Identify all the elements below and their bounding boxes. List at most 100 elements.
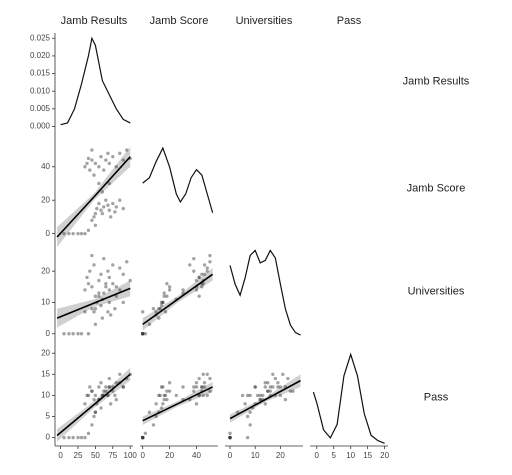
point: [104, 385, 108, 389]
point: [90, 158, 94, 162]
point: [109, 313, 113, 317]
point: [140, 435, 145, 440]
point: [71, 435, 75, 440]
point: [154, 414, 158, 419]
point: [248, 410, 252, 414]
point: [92, 310, 96, 314]
point: [106, 203, 110, 207]
point: [93, 322, 98, 327]
row-label: Universities: [408, 285, 465, 297]
point: [104, 158, 108, 162]
x-tick-label: 50: [91, 451, 100, 460]
point: [93, 393, 98, 398]
point: [83, 402, 87, 406]
point: [107, 161, 112, 166]
regression-line: [229, 379, 301, 420]
point: [276, 385, 280, 389]
point: [102, 291, 106, 295]
point: [99, 272, 103, 276]
x-tick-label: 5: [332, 451, 337, 460]
y-tick-label: 10: [41, 391, 50, 400]
point: [93, 307, 98, 311]
point: [167, 389, 172, 393]
point: [79, 332, 84, 336]
point: [71, 332, 75, 336]
point: [165, 397, 169, 402]
y-tick-label: 0.010: [30, 86, 51, 95]
point: [79, 231, 84, 236]
x-tick-label: 100: [124, 451, 138, 460]
x-tick-label: 10: [251, 451, 260, 460]
point: [162, 393, 166, 398]
point: [83, 165, 87, 169]
point: [107, 300, 112, 305]
column-header: Jamb Score: [150, 15, 209, 27]
point: [106, 310, 110, 314]
point: [248, 423, 252, 427]
point: [174, 393, 179, 398]
point: [93, 161, 98, 166]
point: [157, 307, 161, 311]
point: [205, 266, 209, 270]
point: [253, 385, 257, 389]
point: [266, 381, 270, 385]
point: [102, 168, 106, 172]
point: [114, 397, 118, 402]
y-tick-label: 0.025: [30, 33, 51, 42]
point: [194, 385, 199, 389]
point: [228, 435, 232, 440]
point: [208, 389, 212, 393]
point: [88, 269, 92, 273]
x-tick-label: 0: [228, 451, 233, 460]
row-label: Pass: [424, 391, 449, 403]
point: [107, 385, 112, 389]
point: [263, 385, 267, 389]
point: [140, 332, 145, 336]
point: [140, 332, 145, 336]
point: [95, 206, 99, 211]
point: [121, 300, 125, 305]
point: [140, 435, 145, 440]
point: [288, 389, 293, 393]
point: [140, 332, 145, 336]
point: [263, 402, 267, 406]
point: [121, 272, 125, 276]
point: [258, 393, 262, 398]
point: [90, 218, 94, 222]
regression-line: [142, 386, 213, 422]
point: [286, 376, 290, 381]
point: [111, 155, 115, 159]
point: [118, 151, 122, 156]
point: [208, 260, 212, 264]
point: [86, 431, 91, 436]
point: [93, 211, 98, 216]
point: [104, 389, 108, 393]
point: [125, 148, 129, 152]
point: [106, 151, 110, 156]
point: [85, 393, 89, 398]
regression-line: [56, 373, 131, 437]
point: [107, 288, 112, 292]
point: [161, 300, 165, 305]
point: [92, 173, 96, 177]
density-curve: [229, 249, 301, 336]
point: [97, 201, 101, 206]
point: [97, 278, 101, 283]
point: [92, 414, 96, 419]
point: [83, 310, 87, 314]
point: [113, 393, 117, 398]
x-tick-label: 20: [276, 451, 285, 460]
point: [140, 435, 145, 440]
x-tick-label: 20: [380, 451, 389, 460]
point: [192, 256, 196, 261]
point: [202, 381, 207, 385]
point: [258, 397, 262, 402]
point: [102, 389, 106, 393]
x-tick-label: 15: [363, 451, 372, 460]
point: [85, 161, 89, 166]
point: [165, 281, 169, 286]
point: [240, 393, 245, 398]
y-tick-label: 5: [46, 412, 51, 421]
x-tick-label: 75: [108, 451, 117, 460]
